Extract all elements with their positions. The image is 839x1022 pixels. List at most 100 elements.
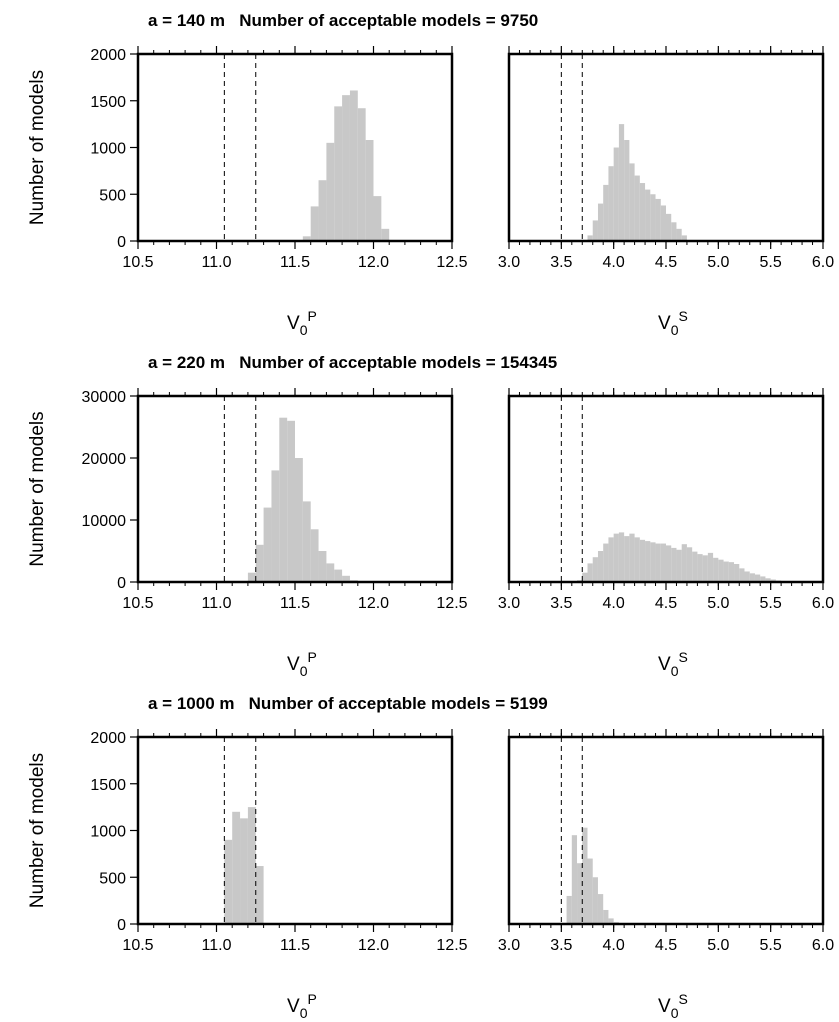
x-tick-label: 11.0	[202, 254, 232, 271]
bar	[686, 547, 693, 582]
bar	[713, 557, 719, 582]
x-axis-label-base: V	[287, 654, 300, 675]
bar	[660, 205, 666, 241]
x-tick-label: 4.0	[603, 254, 625, 271]
bar	[279, 417, 288, 582]
frame	[507, 735, 825, 926]
x-axis-label-sub: 0	[300, 322, 308, 338]
bar	[639, 539, 646, 582]
y-tick-label: 30000	[82, 389, 127, 406]
bar	[676, 549, 682, 582]
bar	[639, 183, 646, 241]
bar	[310, 206, 319, 241]
x-tick-label: 3.5	[550, 254, 572, 271]
bar	[318, 180, 327, 241]
bar	[587, 563, 593, 582]
y-axis-label: Number of models	[27, 70, 48, 225]
bar	[666, 213, 672, 241]
bar	[749, 573, 755, 582]
bar	[342, 575, 350, 582]
bar	[592, 557, 598, 582]
x-tick-label: 11.0	[202, 595, 232, 612]
bar	[592, 220, 598, 241]
x-axis-label-sub: 0	[671, 322, 679, 338]
x-tick-label: 4.5	[655, 254, 677, 271]
y-tick-label: 20000	[82, 451, 127, 468]
x-tick-label: 11.5	[280, 254, 310, 271]
x-tick-label: 3.0	[498, 937, 520, 954]
x-tick-label: 5.5	[760, 937, 782, 954]
bar	[660, 543, 666, 582]
bar	[310, 529, 319, 582]
x-tick-label: 5.0	[707, 254, 729, 271]
x-axis-label-base: V	[658, 996, 671, 1017]
bar	[681, 235, 687, 241]
y-tick-label: 500	[99, 870, 126, 887]
x-axis-label-sup: P	[307, 649, 316, 665]
bar	[334, 569, 343, 582]
bar	[240, 818, 248, 924]
bar	[287, 420, 295, 582]
y-tick-label: 1500	[90, 94, 126, 111]
bar	[302, 501, 311, 582]
bar	[587, 858, 593, 924]
x-axis-label-sup: S	[678, 649, 687, 665]
bar	[697, 554, 703, 582]
bar	[357, 108, 366, 241]
x-tick-label: 3.5	[550, 937, 572, 954]
x-axis-label: V0S	[658, 991, 688, 1021]
bar	[645, 189, 651, 241]
bar	[224, 839, 233, 924]
x-axis-label-base: V	[287, 313, 300, 334]
bar	[263, 507, 272, 582]
x-axis-label-sup: S	[678, 308, 687, 324]
bar	[744, 571, 750, 582]
bar	[707, 552, 714, 582]
bar	[754, 574, 761, 582]
bar	[634, 175, 640, 241]
bar	[655, 198, 661, 241]
x-axis-label-sup: P	[307, 991, 316, 1007]
x-tick-label: 4.5	[655, 937, 677, 954]
bar	[650, 542, 656, 582]
bar	[608, 537, 614, 582]
bar	[577, 863, 583, 924]
x-axis-label-base: V	[658, 313, 671, 334]
bar	[603, 909, 609, 924]
bar	[655, 543, 661, 582]
x-tick-label: 12.0	[358, 595, 389, 612]
bar	[645, 541, 651, 582]
x-axis-label: V0P	[287, 308, 317, 338]
bar	[702, 555, 708, 582]
y-tick-label: 0	[117, 234, 126, 251]
x-axis-label: V0S	[658, 649, 688, 679]
bar	[247, 572, 256, 582]
x-tick-label: 3.0	[498, 595, 520, 612]
bar	[629, 163, 635, 241]
bar	[629, 533, 635, 582]
bar	[666, 545, 672, 582]
bar	[571, 835, 578, 924]
bar	[603, 543, 609, 582]
x-tick-label: 12.5	[436, 595, 467, 612]
y-tick-label: 0	[117, 575, 126, 592]
x-tick-label: 6.0	[812, 937, 834, 954]
y-axis-label: Number of models	[27, 753, 48, 908]
y-axis-label: Number of models	[27, 411, 48, 566]
bar	[608, 166, 614, 241]
bar	[681, 544, 687, 582]
bar	[671, 222, 677, 241]
x-axis-label-sub: 0	[671, 663, 679, 679]
bar	[302, 236, 311, 241]
bar	[295, 458, 303, 582]
bar	[318, 551, 327, 582]
bar	[624, 140, 630, 241]
x-axis-label-sub: 0	[671, 1005, 679, 1021]
bar	[650, 194, 656, 241]
bar	[603, 184, 609, 241]
x-tick-label: 5.5	[760, 254, 782, 271]
x-axis-label-sup: P	[307, 308, 316, 324]
bar	[613, 533, 619, 582]
x-tick-label: 11.0	[202, 937, 232, 954]
